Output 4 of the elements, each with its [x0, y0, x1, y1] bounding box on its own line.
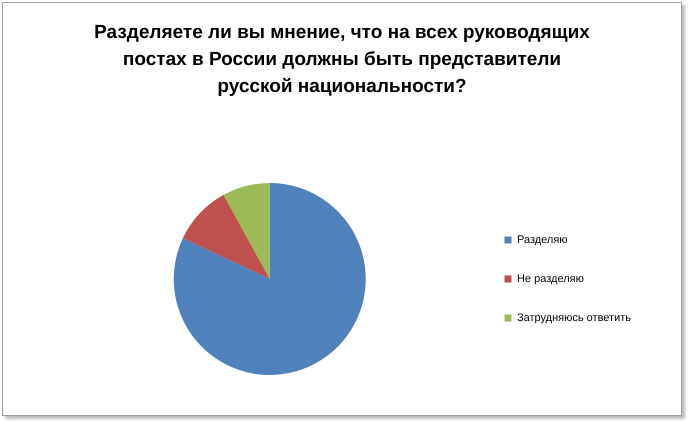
legend-label: Затрудняюсь ответить — [516, 312, 632, 324]
legend-label: Не разделяю — [516, 273, 584, 286]
chart-title: Разделяете ли вы мнение, что на всех руководящих постах в России должны быть представители русской национальности? — [93, 21, 591, 99]
legend-label: Разделяю — [516, 234, 568, 246]
